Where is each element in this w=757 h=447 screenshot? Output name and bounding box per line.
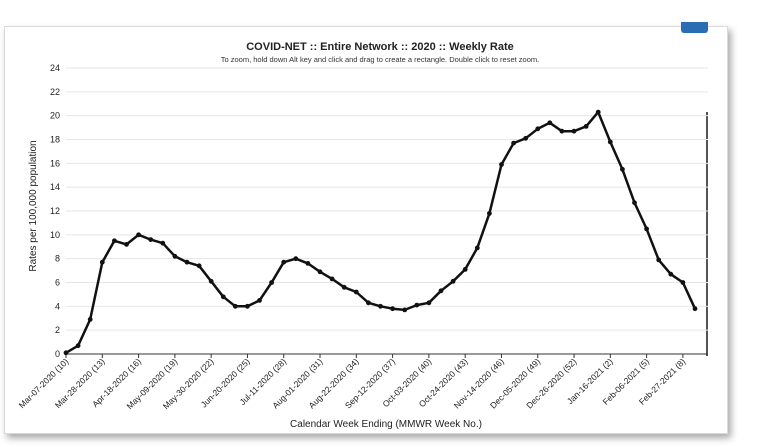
data-point[interactable] <box>220 294 226 300</box>
data-point[interactable] <box>353 289 359 295</box>
chart-panel <box>4 26 728 434</box>
data-point[interactable] <box>305 261 311 266</box>
data-point[interactable] <box>232 303 238 309</box>
data-point[interactable] <box>341 284 347 290</box>
data-point[interactable] <box>607 139 613 145</box>
data-point[interactable] <box>257 298 262 303</box>
data-point[interactable] <box>390 306 395 312</box>
data-point[interactable] <box>366 300 371 306</box>
series-line <box>65 110 697 354</box>
data-point[interactable] <box>136 232 142 238</box>
y-tick-label: 22 <box>50 87 60 97</box>
menu-tab[interactable] <box>681 22 708 33</box>
data-point[interactable] <box>535 126 541 132</box>
data-point[interactable] <box>293 256 299 262</box>
data-point[interactable] <box>172 253 178 259</box>
data-point[interactable] <box>571 128 577 134</box>
y-tick-label: 8 <box>55 254 60 264</box>
data-point[interactable] <box>620 166 625 172</box>
y-tick-label: 24 <box>50 63 60 73</box>
data-point[interactable] <box>87 317 93 322</box>
data-point[interactable] <box>499 162 504 167</box>
data-point[interactable] <box>148 237 154 243</box>
y-tick-label: 12 <box>50 206 60 216</box>
y-tick-label: 10 <box>50 230 60 240</box>
data-point[interactable] <box>559 128 565 134</box>
chart-subtitle: To zoom, hold down Alt key and click and… <box>221 55 540 64</box>
data-point[interactable] <box>426 300 432 306</box>
y-tick-label: 6 <box>55 278 60 288</box>
y-tick-label: 20 <box>50 111 60 121</box>
data-point[interactable] <box>99 259 105 265</box>
x-axis-label: Calendar Week Ending (MMWR Week No.) <box>290 419 482 430</box>
y-axis-label: Rates per 100,000 population <box>28 140 39 271</box>
data-point[interactable] <box>474 245 480 251</box>
data-point[interactable] <box>632 200 637 206</box>
data-point[interactable] <box>462 267 468 272</box>
data-point[interactable] <box>269 280 274 285</box>
data-point[interactable] <box>75 343 81 349</box>
data-point[interactable] <box>317 269 323 275</box>
data-point[interactable] <box>378 303 383 309</box>
data-point[interactable] <box>245 303 250 309</box>
data-point[interactable] <box>487 211 492 216</box>
y-tick-label: 4 <box>55 301 60 311</box>
data-point[interactable] <box>595 109 601 115</box>
chart-title: COVID-NET :: Entire Network :: 2020 :: W… <box>246 41 514 53</box>
data-point[interactable] <box>547 120 553 126</box>
data-points <box>63 109 698 356</box>
data-point[interactable] <box>402 307 408 313</box>
data-point[interactable] <box>329 276 335 282</box>
x-axis-ticks: Mar-07-2020 (10)Mar-28-2020 (13)Apr-18-2… <box>17 354 687 411</box>
data-point[interactable] <box>112 238 117 244</box>
data-point[interactable] <box>450 278 456 284</box>
data-point[interactable] <box>196 263 202 269</box>
data-point[interactable] <box>680 280 686 285</box>
data-point[interactable] <box>644 226 649 232</box>
data-point[interactable] <box>160 240 166 246</box>
data-point[interactable] <box>63 350 69 356</box>
data-point[interactable] <box>281 259 287 265</box>
y-tick-label: 2 <box>55 325 60 335</box>
data-point[interactable] <box>656 257 662 263</box>
y-tick-label: 14 <box>50 182 60 192</box>
data-point[interactable] <box>583 124 589 129</box>
data-point[interactable] <box>414 302 420 308</box>
data-point[interactable] <box>184 259 190 265</box>
data-point[interactable] <box>668 271 674 277</box>
data-point[interactable] <box>438 288 444 294</box>
gridlines <box>66 67 708 331</box>
data-point[interactable] <box>511 140 516 146</box>
zoom-scrollbar[interactable] <box>706 112 708 356</box>
data-point[interactable] <box>523 135 529 141</box>
y-tick-label: 0 <box>55 349 60 359</box>
data-point[interactable] <box>208 278 214 284</box>
data-point[interactable] <box>124 242 129 247</box>
y-tick-label: 16 <box>50 158 60 168</box>
y-tick-label: 18 <box>50 135 60 145</box>
data-point[interactable] <box>692 306 698 312</box>
